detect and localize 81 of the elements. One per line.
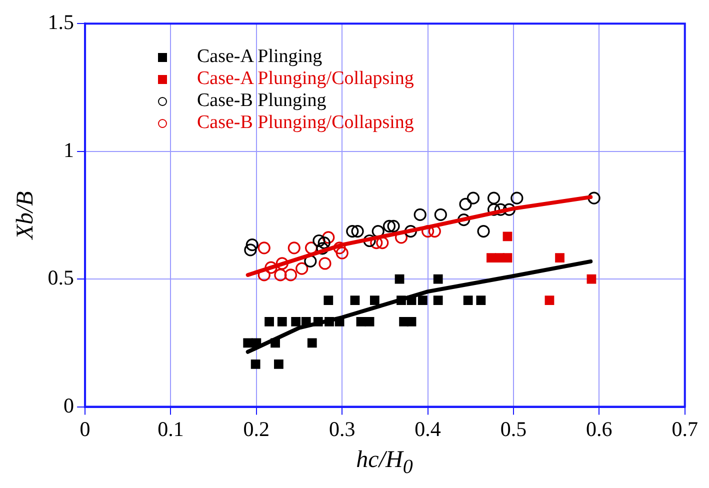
point	[477, 224, 490, 238]
point	[356, 317, 366, 326]
x-tick-label: 0	[80, 416, 90, 441]
point	[244, 244, 257, 256]
legend-label: Case-B Plunging/Collapsing	[197, 112, 414, 134]
point	[394, 274, 404, 284]
point	[433, 274, 443, 284]
point	[502, 232, 512, 242]
point	[264, 261, 278, 274]
y-tick-label: 0	[64, 393, 74, 418]
x-tick-label: 0.5	[500, 416, 527, 441]
point	[376, 236, 389, 250]
point	[346, 224, 359, 238]
point	[243, 338, 253, 348]
point	[418, 296, 428, 305]
point	[364, 317, 374, 326]
point	[318, 257, 332, 270]
legend-label: Case-A Plinging	[197, 46, 322, 68]
point	[434, 208, 447, 221]
point	[333, 242, 346, 254]
point	[487, 192, 500, 204]
point	[284, 268, 298, 282]
point	[487, 203, 500, 216]
point	[264, 317, 274, 326]
point	[422, 224, 434, 238]
point	[463, 296, 473, 305]
y-axis-title: Xb/B	[12, 190, 39, 240]
point	[246, 238, 258, 252]
point	[274, 359, 284, 369]
y-tick-label: 1.5	[48, 10, 74, 34]
x-tick-label: 0.1	[158, 416, 184, 441]
x-tick-label: 0.2	[243, 416, 270, 441]
y-tick-label: 1	[64, 138, 74, 162]
point	[277, 317, 287, 326]
point	[414, 208, 426, 221]
legend-label: Case-B Plunging	[197, 90, 326, 112]
point	[351, 224, 364, 238]
point	[544, 296, 554, 305]
point	[382, 220, 396, 232]
point	[350, 296, 360, 305]
point	[466, 192, 480, 204]
point	[586, 274, 596, 284]
x-tick-label: 0.6	[586, 416, 612, 441]
point	[312, 234, 326, 248]
point	[304, 242, 318, 254]
point	[555, 253, 564, 263]
x-tick-label: 0.3	[328, 416, 356, 441]
point	[250, 359, 260, 369]
point	[291, 317, 301, 326]
point	[258, 242, 270, 254]
point	[459, 198, 472, 211]
point	[433, 296, 443, 305]
point	[502, 203, 516, 216]
legend-label: Case-A Plunging/Collapsing	[197, 68, 414, 90]
point	[404, 224, 417, 238]
point	[406, 317, 416, 326]
point	[296, 262, 308, 275]
point	[457, 214, 470, 226]
point	[307, 338, 317, 348]
point	[322, 231, 335, 244]
point	[370, 296, 380, 305]
point	[324, 296, 334, 305]
x-tick-label: 0.7	[672, 416, 698, 441]
x-axis-title: hc/H$_{0}$	[355, 446, 414, 480]
point	[494, 203, 507, 216]
point	[510, 192, 524, 204]
x-tick-label: 0.4	[414, 416, 442, 441]
point	[276, 257, 288, 270]
point	[486, 253, 496, 263]
point	[588, 192, 600, 204]
point	[476, 296, 486, 305]
point	[318, 236, 330, 250]
point	[387, 220, 400, 232]
point	[502, 253, 512, 263]
point	[336, 246, 348, 260]
point	[428, 224, 441, 238]
point	[288, 242, 300, 254]
point	[274, 268, 287, 282]
point	[316, 242, 329, 255]
y-tick-label: 0.5	[48, 266, 74, 290]
point	[363, 234, 376, 248]
